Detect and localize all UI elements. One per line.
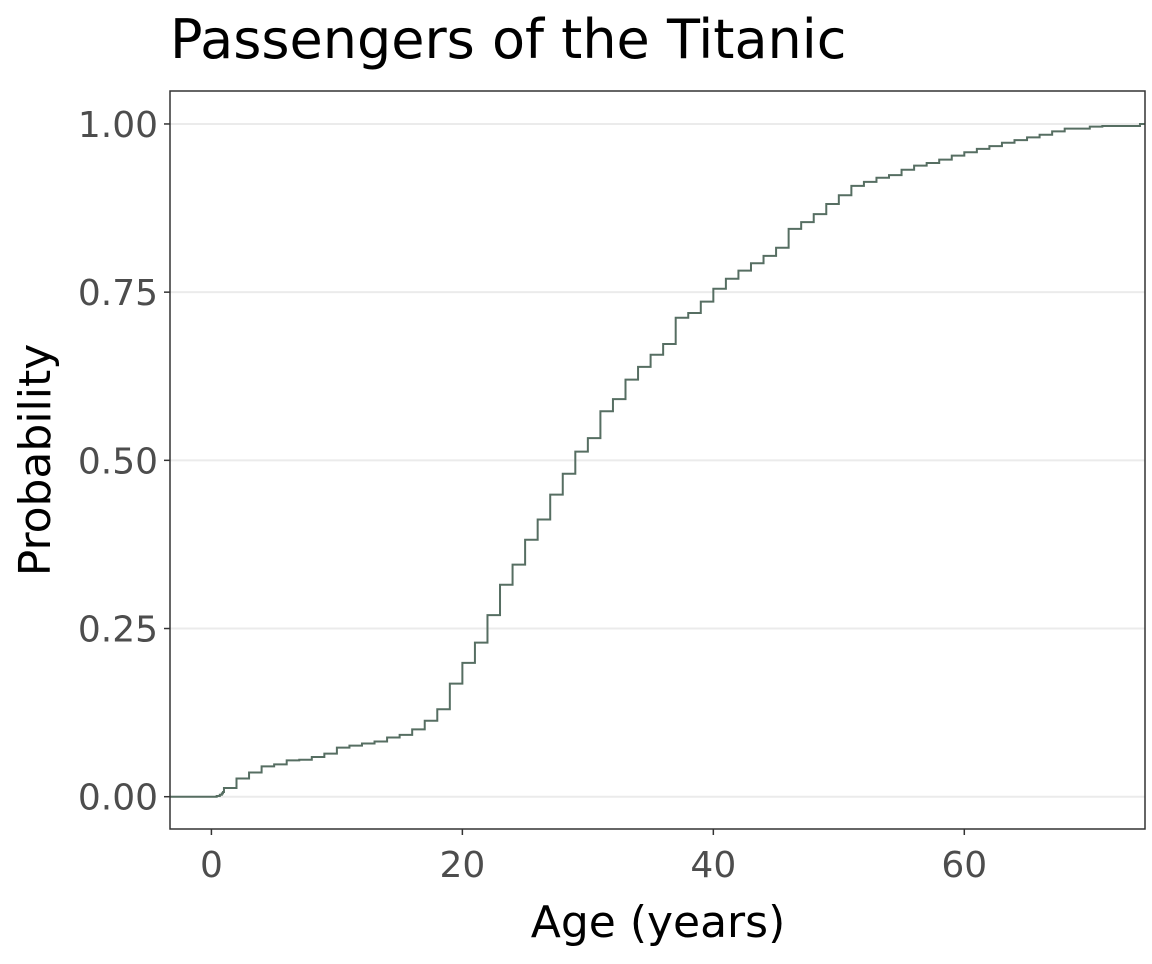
x-tick-label: 60 xyxy=(941,845,987,886)
x-tick-label: 20 xyxy=(439,845,485,886)
y-tick-label: 0.50 xyxy=(78,441,158,482)
x-tick-label: 40 xyxy=(690,845,736,886)
y-axis-label: Probability xyxy=(10,344,61,577)
ecdf-step-line xyxy=(170,122,1145,798)
y-tick-label: 0.75 xyxy=(78,273,158,314)
x-tick-label: 0 xyxy=(200,845,223,886)
y-tick-label: 0.00 xyxy=(78,778,158,819)
y-tick-label: 1.00 xyxy=(78,105,158,146)
y-tick-label: 0.25 xyxy=(78,610,158,651)
x-axis-label: Age (years) xyxy=(531,897,786,948)
chart-title: Passengers of the Titanic xyxy=(170,8,846,71)
